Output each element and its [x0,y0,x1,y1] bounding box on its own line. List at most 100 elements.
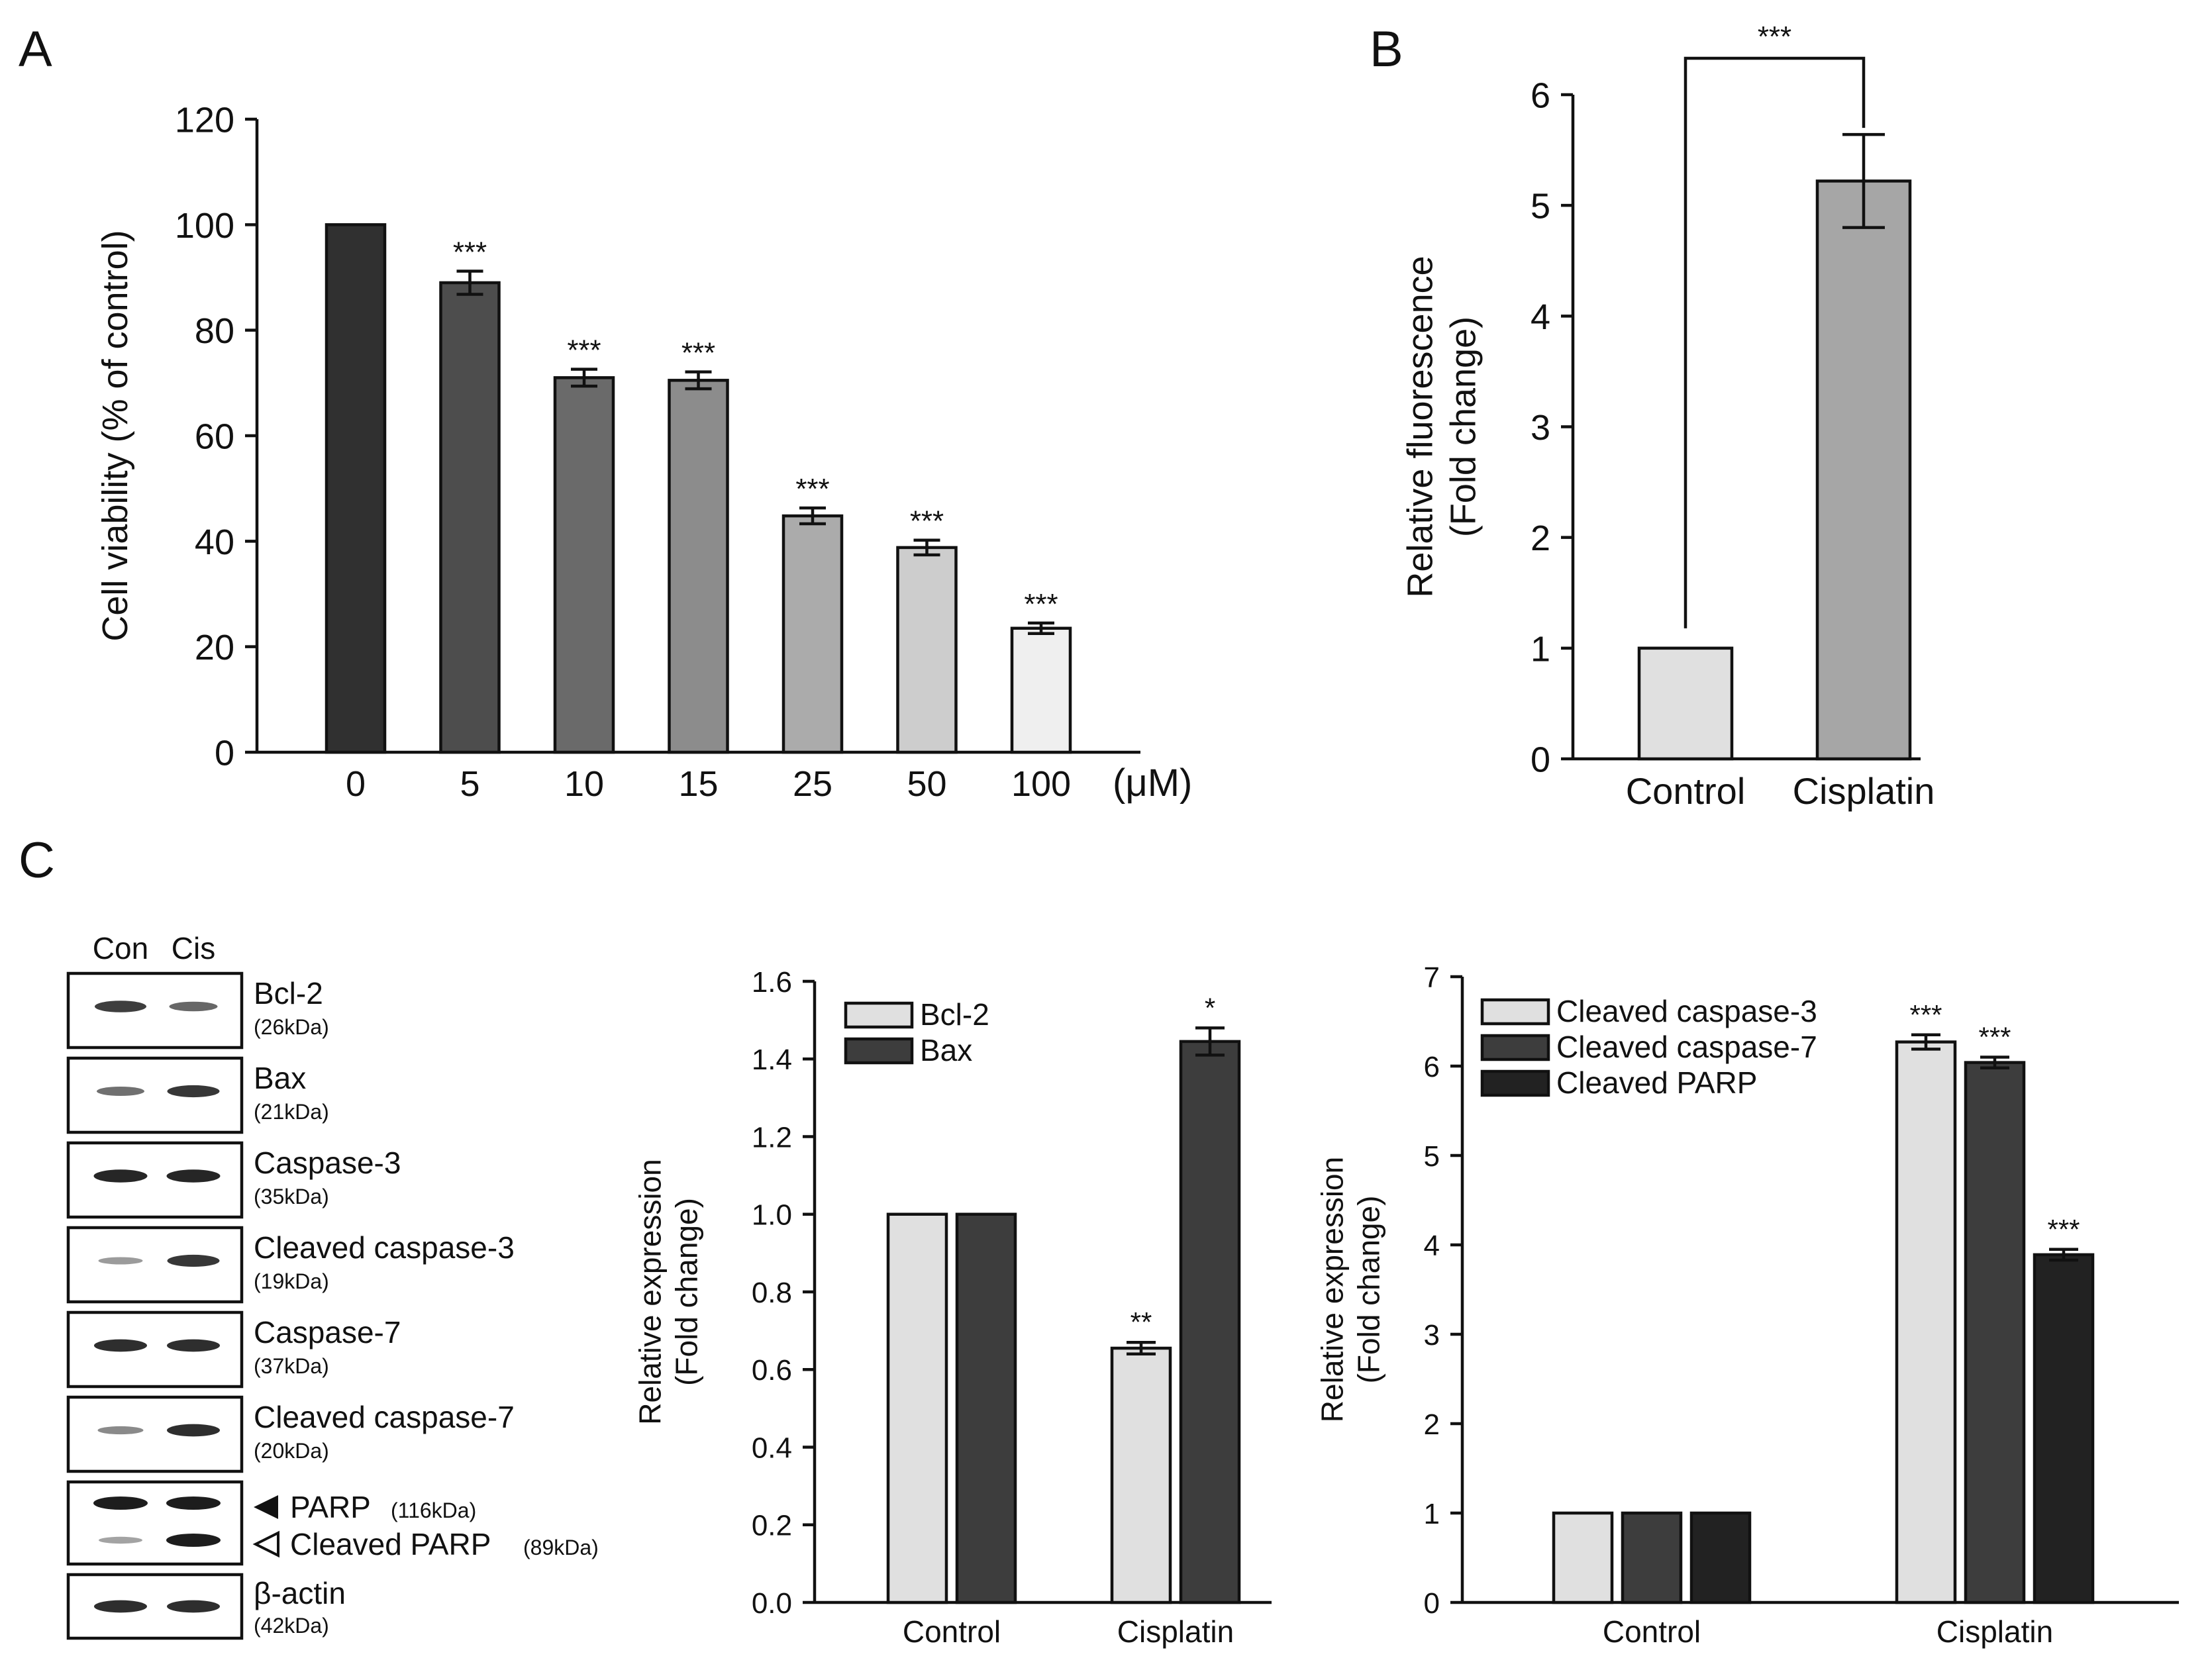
a-y-tick-label: 0 [215,733,234,773]
blot-protein-label: Cleaved caspase-3 [254,1230,515,1265]
c2-legend-label: Cleaved caspase-7 [1556,1030,1817,1064]
c1-legend-swatch [844,1001,914,1029]
blot-lane-label: Cis [172,931,215,965]
c2-legend-swatch [1480,1069,1550,1097]
c2-legend-swatch [1480,998,1550,1026]
c1-y-tick-label: 0.6 [752,1354,792,1387]
c2-bar-cleaved-parp [2033,1253,2095,1604]
c2-x-tick-label: Control [1603,1614,1701,1649]
a-bar-100 [1010,626,1072,754]
c1-bar-bcl-2 [886,1212,948,1604]
b-y-tick-label: 1 [1531,629,1550,669]
a-significance-label: *** [795,473,829,505]
blot-band [167,1424,220,1437]
c2-y-axis-label: Relative expression(Fold change) [1315,1157,1385,1422]
c1-x-tick-label: Control [903,1614,1001,1649]
blot-kda-label: (19kDa) [254,1269,329,1293]
blot-kda-label: (20kDa) [254,1439,329,1463]
blot-band [167,1339,220,1352]
c1-y-tick-label: 0.0 [752,1587,792,1620]
a-x-tick-label: 15 [678,764,718,804]
c1-legend-label: Bax [920,1033,972,1067]
c2-y-tick-label: 6 [1424,1051,1440,1083]
c2-bar-cleaved-caspase-3 [1895,1040,1957,1604]
blot-protein-label: Bcl-2 [254,976,323,1010]
b-y-tick-label: 3 [1531,408,1550,448]
blot-protein-label: β-actin [254,1576,346,1610]
b-bar-Control [1637,646,1734,761]
blot-kda-label: (116kDa) [391,1498,476,1522]
a-bar-25 [781,514,844,754]
c2-bar-cleaved-parp [1689,1511,1752,1604]
a-x-tick-label: 0 [346,764,366,804]
c1-y-tick-label: 0.4 [752,1432,792,1464]
blot-frame [66,1056,244,1134]
panel-label-a: A [19,21,52,77]
blot-protein-label: Caspase-7 [254,1315,401,1349]
a-significance-label: *** [681,337,715,369]
blot-lane-label: Con [93,931,148,965]
a-y-tick-label: 60 [195,417,234,456]
c2-y-tick-label: 0 [1424,1587,1440,1620]
blot-frame [66,1141,244,1219]
c1-legend-label: Bcl-2 [920,997,989,1032]
c2-legend-label: Cleaved caspase-3 [1556,994,1817,1028]
c1-legend-swatch [844,1037,914,1065]
blot-band [166,1496,221,1510]
blot-kda-label: (37kDa) [254,1354,329,1378]
blot-band [97,1087,144,1096]
c2-bar-cleaved-caspase-7 [1964,1061,2026,1604]
blot-kda-label: (21kDa) [254,1100,329,1124]
c2-x-tick-label: Cisplatin [1936,1614,2053,1649]
blot-protein-label: Bax [254,1061,306,1095]
a-x-tick-label: 10 [564,764,604,804]
blot-frame [66,1310,244,1389]
blot-band [95,1001,146,1012]
b-y-tick-label: 6 [1531,75,1550,115]
c1-significance-label: * [1205,992,1215,1023]
a-x-tick-label: 100 [1011,764,1071,804]
a-y-tick-label: 80 [195,311,234,351]
c2-bar-cleaved-caspase-7 [1621,1511,1683,1604]
blot-band [98,1257,143,1265]
b-y-tick-label: 5 [1531,187,1550,226]
chart-b-fluorescence: 0 1 2 3 4 5 6 Relative fluorescence(Fold change… [1401,21,1935,812]
a-bar-10 [553,376,615,754]
blot-protein-label: Caspase-3 [254,1146,401,1180]
blot-frame [66,1226,244,1304]
panel-label-c: C [19,832,55,889]
c2-y-tick-label: 2 [1424,1408,1440,1441]
c2-bar-cleaved-caspase-3 [1552,1511,1614,1604]
blot-band [94,1339,147,1352]
a-x-tick-label: 50 [907,764,946,804]
c2-significance-label: *** [1909,999,1942,1030]
a-significance-label: *** [567,334,601,367]
parp-arrow-icon [254,1495,278,1519]
c1-y-tick-label: 1.4 [752,1044,792,1076]
b-bar-Cisplatin [1815,179,1912,761]
a-significance-label: *** [453,236,487,268]
a-y-axis-label: Cell viability (% of control) [95,230,135,641]
blot-band [169,1001,218,1012]
c1-y-tick-label: 1.0 [752,1199,792,1232]
a-bar-50 [896,546,958,754]
c2-legend-label: Cleaved PARP [1556,1065,1757,1100]
a-bar-5 [439,281,501,754]
chart-c-bcl2-bax: 0.0 0.2 0.4 0.6 0.8 1.0 1.2 1.4 1.6 Relative expr… [632,966,1272,1649]
blot-protein-label: PARP [290,1490,371,1524]
c1-bar-bax [955,1212,1017,1604]
a-y-tick-label: 120 [175,100,234,140]
b-y-tick-label: 4 [1531,297,1550,337]
blot-frame [66,1395,244,1473]
c1-y-tick-label: 0.2 [752,1510,792,1542]
blot-frame [66,971,244,1050]
a-significance-label: *** [910,505,944,538]
c2-significance-label: *** [1978,1022,2011,1053]
c2-legend-swatch [1480,1034,1550,1061]
a-bar-0 [325,223,387,754]
a-significance-label: *** [1024,588,1058,620]
b-y-tick-label: 2 [1531,518,1550,558]
blot-band [93,1496,148,1510]
